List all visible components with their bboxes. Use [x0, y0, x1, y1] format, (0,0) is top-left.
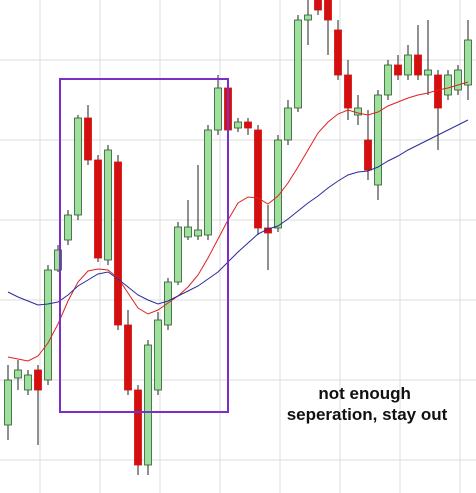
candle-body	[404, 54, 412, 76]
moving-average	[7, 119, 469, 306]
candle-body	[234, 121, 242, 129]
candle-body	[464, 39, 472, 86]
candle-body	[204, 129, 212, 236]
candle-body	[244, 121, 252, 129]
candle-body	[24, 374, 32, 391]
candle-body	[344, 74, 352, 109]
candle-body	[154, 319, 162, 391]
annotation: not enough seperation, stay out	[287, 384, 448, 424]
candle-body	[114, 161, 122, 326]
candle-body	[254, 129, 262, 229]
candle-body	[274, 139, 282, 229]
candle-body	[214, 87, 222, 131]
candle-body	[124, 324, 132, 391]
candle-body	[94, 159, 102, 259]
candle-body	[174, 226, 182, 283]
candle-body	[84, 117, 92, 161]
candle-body	[44, 269, 52, 381]
candle-body	[144, 344, 152, 466]
candle-body	[194, 229, 202, 237]
candle-body	[324, 0, 332, 21]
candle-body	[294, 19, 302, 109]
candle-body	[14, 369, 22, 379]
candle-body	[374, 94, 382, 186]
highlight-box	[59, 78, 229, 413]
candle-body	[364, 139, 372, 171]
candle-body	[394, 64, 402, 76]
candle-body	[134, 389, 142, 466]
candle-body	[184, 226, 192, 238]
moving-average	[7, 81, 469, 362]
candle-body	[334, 29, 342, 76]
candle-body	[4, 379, 12, 426]
candle-body	[104, 149, 112, 261]
candle-body	[444, 74, 452, 96]
candle-body	[384, 64, 392, 96]
candle-body	[414, 54, 422, 76]
annotation-line: not enough	[318, 384, 411, 403]
candle-body	[454, 69, 462, 91]
candle-body	[424, 69, 432, 76]
candle-body	[314, 0, 322, 11]
candle-body	[54, 249, 62, 271]
candle-body	[284, 107, 292, 141]
candle-body	[74, 117, 82, 216]
candle-body	[304, 14, 312, 21]
candle-body	[64, 214, 72, 241]
annotation-line: seperation, stay out	[287, 405, 448, 424]
candle-body	[434, 74, 442, 109]
candle-body	[34, 369, 42, 391]
plot	[4, 0, 472, 475]
